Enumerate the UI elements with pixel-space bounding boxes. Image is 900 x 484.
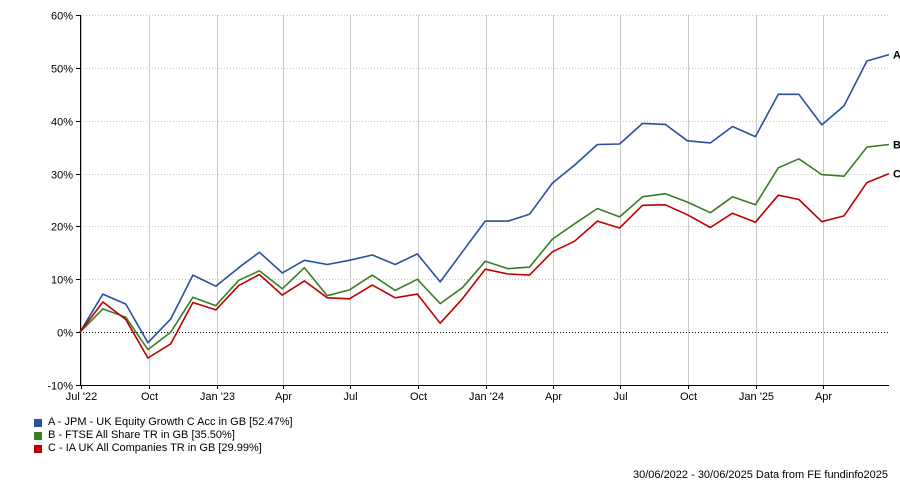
legend-label: B - FTSE All Share TR in GB [35.50%] (48, 429, 235, 441)
x-tick-label: Jan '23 (200, 391, 235, 403)
series-line-b (79, 143, 890, 351)
legend-label: A - JPM - UK Equity Growth C Acc in GB [… (48, 416, 293, 428)
series-end-label-c: C (893, 169, 900, 181)
x-tick-label: Oct (141, 391, 158, 403)
y-tick-label: 40% (51, 117, 73, 129)
x-tick-label: Jan '24 (469, 391, 504, 403)
x-tick-label: Jul '22 (66, 391, 97, 403)
grid (80, 15, 889, 386)
y-tick-label: 0% (57, 328, 73, 340)
legend-label: C - IA UK All Companies TR in GB [29.99%… (48, 442, 262, 454)
x-tick-label: Jul (343, 391, 357, 403)
end-labels: A B C (893, 50, 900, 181)
y-tick-label: -10% (47, 381, 73, 393)
series-line-c (79, 172, 890, 359)
x-tick-label: Oct (680, 391, 697, 403)
legend-swatch (34, 418, 42, 427)
x-tick-label: Jan '25 (739, 391, 774, 403)
legend: A - JPM - UK Equity Growth C Acc in GB [… (34, 416, 293, 455)
y-tick-label: 20% (51, 222, 73, 234)
legend-item: B - FTSE All Share TR in GB [35.50%] (34, 429, 293, 442)
footer-note: 30/06/2022 - 30/06/2025 Data from FE fun… (632, 469, 888, 481)
x-tick-label: Jul (613, 391, 627, 403)
x-tick-label: Apr (815, 391, 832, 403)
legend-swatch (34, 431, 42, 440)
legend-item: A - JPM - UK Equity Growth C Acc in GB [… (34, 416, 293, 429)
legend-item: C - IA UK All Companies TR in GB [29.99%… (34, 442, 293, 455)
axes: Jul '22 Oct Jan '23 Apr Jul Oct Jan '24 Apr Jul O… (47, 11, 889, 403)
legend-swatch (34, 444, 42, 453)
series-end-label-a: A (893, 50, 900, 62)
series-lines (79, 53, 890, 359)
series-line-a (79, 53, 890, 344)
series-end-label-b: B (893, 140, 900, 152)
x-tick-label: Apr (545, 391, 562, 403)
y-tick-label: 50% (51, 64, 73, 76)
y-tick-label: 10% (51, 275, 73, 287)
chart: Jul '22 Oct Jan '23 Apr Jul Oct Jan '24 Apr Jul O… (47, 11, 900, 404)
y-tick-label: 30% (51, 170, 73, 182)
x-tick-label: Apr (275, 391, 292, 403)
x-tick-label: Oct (410, 391, 427, 403)
y-tick-label: 60% (51, 11, 73, 23)
